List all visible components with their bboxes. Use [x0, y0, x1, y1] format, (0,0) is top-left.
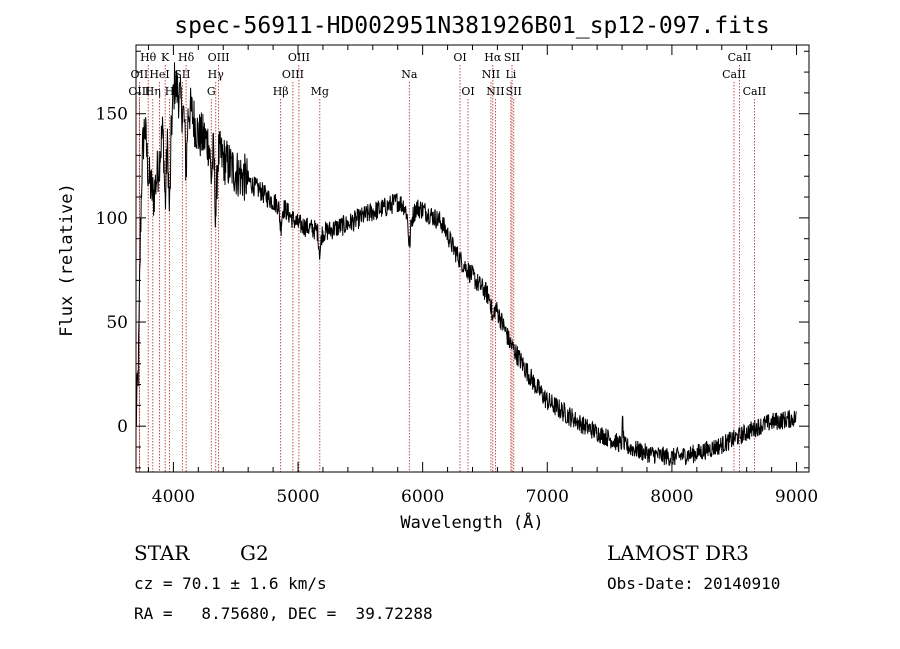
spectral-line-label: Li [505, 68, 516, 81]
spectral-line-label: SII [506, 85, 522, 98]
y-axis-label: Flux (relative) [57, 183, 77, 337]
y-tick-label: 50 [106, 313, 128, 333]
spectral-line-label: Hη [145, 85, 161, 98]
spectral-line-label: H [165, 85, 175, 98]
spectral-line-label: OIII [208, 51, 230, 64]
spectral-line-label: OIII [128, 85, 150, 98]
x-tick-label: 7000 [526, 487, 569, 507]
spectral-line-label: OII [131, 68, 149, 81]
chart-title: spec-56911-HD002951N381926B01_sp12-097.f… [174, 13, 769, 39]
y-tick-label: 100 [96, 209, 128, 229]
spectral-line-label: Hβ [273, 85, 289, 98]
spectral-line-label: OIII [282, 68, 304, 81]
coordinates-text: RA = 8.75680, DEC = 39.72288 [134, 604, 433, 623]
x-tick-label: 6000 [401, 487, 444, 507]
y-tick-label: 150 [96, 105, 128, 125]
spectral-line-label: OIII [288, 51, 310, 64]
obs-date: Obs-Date: 20140910 [607, 574, 780, 593]
survey-name: LAMOST DR3 [607, 541, 749, 565]
spectral-line-label: Hγ [208, 68, 225, 81]
spectral-line-label: Hα [484, 51, 502, 64]
x-tick-label: 4000 [152, 487, 195, 507]
x-tick-label: 9000 [775, 487, 818, 507]
y-tick-label: 0 [117, 417, 128, 437]
spectral-line-label: Na [401, 68, 418, 81]
spectral-line-label: NII [482, 68, 500, 81]
spectral-line-markers [138, 65, 755, 472]
redshift-text: cz = 70.1 ± 1.6 km/s [134, 574, 327, 593]
plot-frame [135, 44, 810, 473]
spectral-line-label: SII [504, 51, 520, 64]
object-class: STAR [134, 541, 190, 565]
spectral-line-label: OI [461, 85, 474, 98]
x-axis-ticks: 4000 5000 6000 7000 8000 9000 [147, 45, 818, 507]
spectral-line-label: Mg [311, 85, 329, 98]
spectral-line-label: SII [174, 68, 190, 81]
x-tick-label: 8000 [650, 487, 693, 507]
spectral-line-label: Hδ [178, 51, 195, 64]
object-subclass: G2 [240, 541, 269, 565]
spectral-line-label: HeI [149, 68, 169, 81]
y-axis-ticks: 0 50 100 150 [96, 50, 809, 469]
spectral-line-label: G [207, 85, 216, 98]
flux-series-line [135, 62, 797, 467]
spectral-line-label: CaII [728, 51, 752, 64]
spectral-line-label: Hθ [140, 51, 157, 64]
x-axis-label: Wavelength (Å) [400, 511, 543, 533]
spectral-line-label: NII [486, 85, 504, 98]
spectral-line-label: CaII [722, 68, 746, 81]
spectral-line-label: CaII [743, 85, 767, 98]
x-tick-label: 5000 [276, 487, 319, 507]
spectral-line-label: OI [453, 51, 466, 64]
spectral-line-label: K [161, 51, 170, 64]
